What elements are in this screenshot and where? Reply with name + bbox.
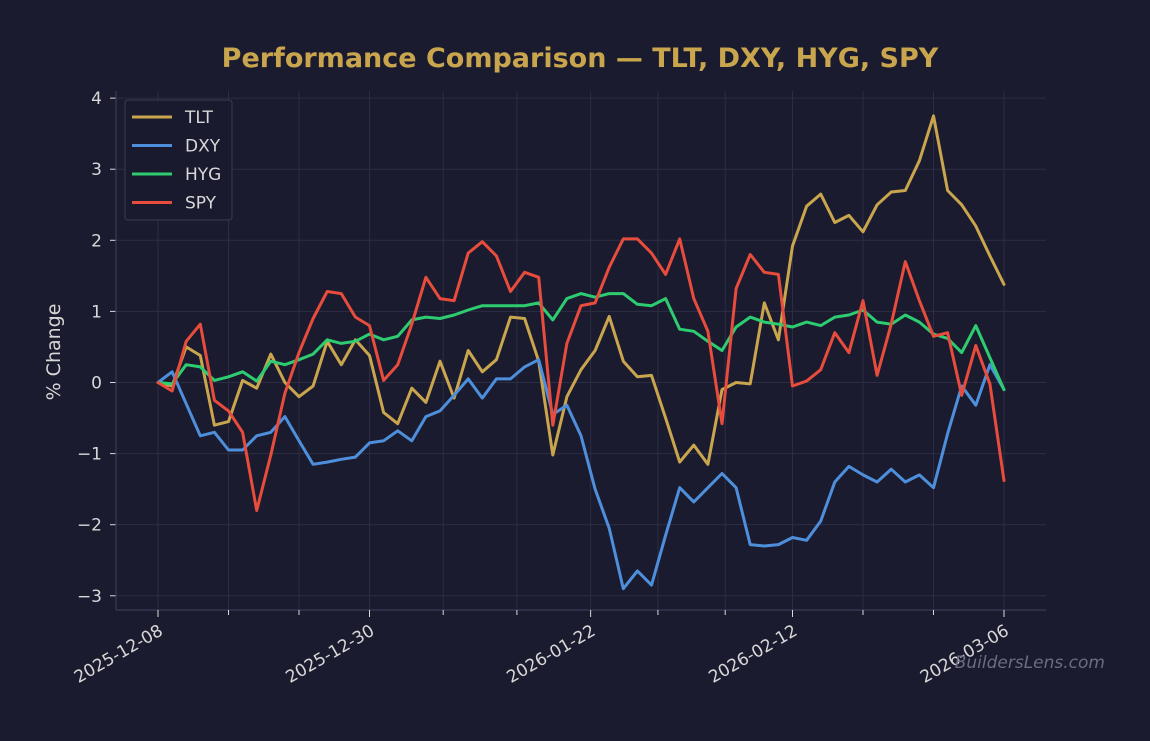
- legend-label-spy: SPY: [185, 194, 217, 214]
- chart-title: Performance Comparison — TLT, DXY, HYG, …: [222, 43, 939, 74]
- y-axis-label: % Change: [43, 304, 65, 401]
- legend: TLT DXY HYG SPY: [124, 99, 233, 221]
- legend-box: [124, 99, 233, 221]
- y-tick-label: 2: [91, 231, 102, 251]
- series-lines: [156, 114, 1006, 591]
- series-line-dxy: [156, 358, 1006, 591]
- series-line-tlt: [156, 114, 1006, 466]
- legend-label-hyg: HYG: [185, 165, 221, 185]
- y-tick-label: 3: [91, 160, 102, 180]
- y-tick-label: 4: [91, 89, 102, 109]
- series-line-hyg: [156, 292, 1006, 392]
- legend-label-dxy: DXY: [185, 137, 221, 157]
- legend-label-tlt: TLT: [184, 108, 214, 128]
- grid: [116, 91, 1046, 610]
- y-tick-label: −1: [77, 445, 102, 465]
- y-tick-label: 0: [91, 373, 102, 393]
- y-tick-label: −2: [77, 516, 102, 536]
- watermark: BuildersLens.com: [955, 653, 1105, 673]
- y-tick-label: 1: [91, 302, 102, 322]
- y-tick-label: −3: [77, 587, 102, 607]
- plot-area: [116, 91, 1046, 610]
- series-line-spy: [156, 237, 1006, 512]
